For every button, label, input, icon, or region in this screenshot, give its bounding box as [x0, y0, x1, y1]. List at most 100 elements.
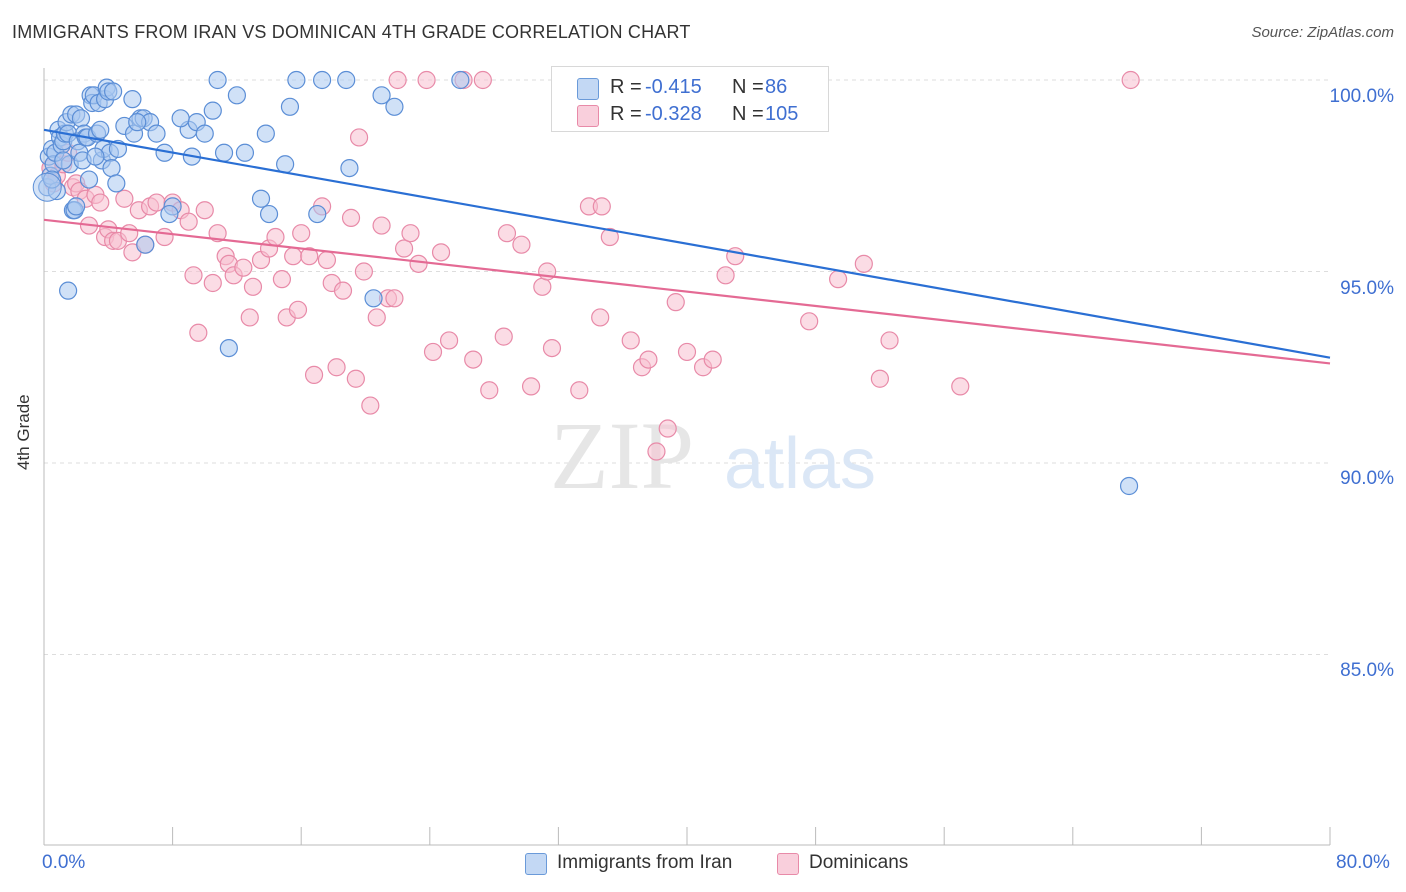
data-point — [385, 97, 404, 116]
data-point — [195, 124, 214, 143]
data-point — [266, 227, 285, 247]
legend-r-value: -0.328 — [645, 103, 702, 125]
data-point — [128, 113, 147, 132]
data-point — [327, 358, 346, 377]
data-point — [147, 124, 166, 143]
data-point — [120, 224, 139, 243]
bottom-legend-label: Immigrants from Iran — [557, 852, 733, 873]
data-point — [800, 312, 819, 331]
series-immigrants-from-iran — [32, 70, 1139, 496]
data-point — [639, 350, 658, 369]
data-point — [312, 70, 332, 90]
data-point — [409, 254, 428, 273]
data-point — [251, 189, 271, 208]
data-point — [136, 235, 155, 254]
data-point — [308, 204, 327, 224]
data-point — [401, 224, 420, 243]
y-tick-label-85: 85.0% — [1340, 660, 1394, 681]
data-point — [107, 174, 126, 193]
grid-lines — [44, 79, 1330, 655]
data-point — [280, 97, 300, 116]
data-point — [208, 70, 227, 90]
data-point — [337, 70, 356, 90]
data-point — [372, 216, 391, 235]
data-point — [32, 172, 62, 202]
trend-lines — [43, 128, 1331, 365]
data-point — [292, 224, 311, 243]
data-point — [388, 70, 407, 90]
data-point — [497, 224, 517, 243]
data-point — [621, 331, 640, 350]
data-point — [480, 381, 499, 400]
trend-line-iran — [43, 128, 1331, 359]
bottom-legend-swatch-pink — [777, 853, 799, 875]
data-point — [341, 208, 361, 227]
data-point — [542, 339, 562, 358]
data-point — [179, 212, 198, 231]
watermark-atlas: atlas — [724, 424, 876, 504]
data-point — [423, 342, 443, 362]
data-point — [102, 158, 121, 178]
legend-r-label: R = — [610, 103, 642, 125]
data-point — [464, 350, 483, 369]
watermark-zip: ZIP — [550, 402, 694, 509]
data-point — [512, 235, 531, 254]
data-point — [394, 239, 414, 258]
watermark: ZIP atlas — [550, 402, 876, 509]
data-point — [67, 197, 86, 216]
trend-line-dominicans — [43, 218, 1331, 365]
y-tick-label-90: 90.0% — [1340, 468, 1394, 489]
data-point — [647, 442, 666, 461]
data-point — [91, 120, 110, 139]
data-point — [115, 189, 134, 208]
data-point — [171, 109, 190, 128]
data-point — [276, 155, 295, 174]
data-point — [203, 273, 222, 293]
data-point — [494, 327, 513, 346]
data-point — [431, 243, 451, 262]
data-point — [439, 331, 459, 350]
source-label: Source: ZipAtlas.com — [1251, 24, 1394, 41]
data-point — [54, 151, 73, 170]
data-point — [1119, 476, 1139, 496]
x-tick-label-1: 80.0% — [1336, 852, 1390, 873]
legend-row-dominicans: R = -0.328 N = 105 — [552, 103, 828, 129]
data-point — [235, 143, 255, 162]
data-point — [189, 323, 208, 342]
data-point — [184, 266, 203, 285]
data-point — [123, 90, 142, 109]
data-point — [333, 281, 353, 300]
bottom-legend-swatch-blue — [525, 853, 547, 875]
data-point — [372, 86, 391, 105]
data-point — [287, 70, 306, 90]
data-point — [243, 277, 263, 296]
data-point — [361, 396, 380, 415]
chart-title: IMMIGRANTS FROM IRAN VS DOMINICAN 4TH GR… — [12, 22, 691, 42]
y-tick-label-95: 95.0% — [1340, 278, 1394, 299]
data-point — [451, 70, 470, 90]
data-point — [666, 293, 685, 312]
series-dominicans — [41, 70, 1140, 461]
data-point — [104, 82, 123, 101]
data-point — [570, 381, 589, 400]
legend-n-value: 86 — [765, 76, 788, 98]
data-point — [880, 331, 899, 350]
data-point — [256, 124, 275, 143]
data-point — [417, 70, 436, 90]
data-point — [259, 204, 279, 224]
data-point — [59, 281, 78, 300]
data-point — [591, 308, 610, 327]
data-point — [1121, 70, 1140, 90]
data-point — [219, 339, 238, 358]
data-point — [829, 270, 848, 289]
legend-swatch-blue — [577, 78, 599, 100]
legend-n-label: N = — [732, 76, 764, 98]
data-point — [79, 170, 99, 189]
data-point — [155, 227, 174, 247]
data-point — [86, 147, 105, 166]
data-point — [240, 308, 259, 327]
data-point — [354, 262, 373, 281]
data-point — [272, 270, 292, 289]
data-point — [160, 204, 179, 224]
x-tick-label-0: 0.0% — [42, 852, 86, 873]
